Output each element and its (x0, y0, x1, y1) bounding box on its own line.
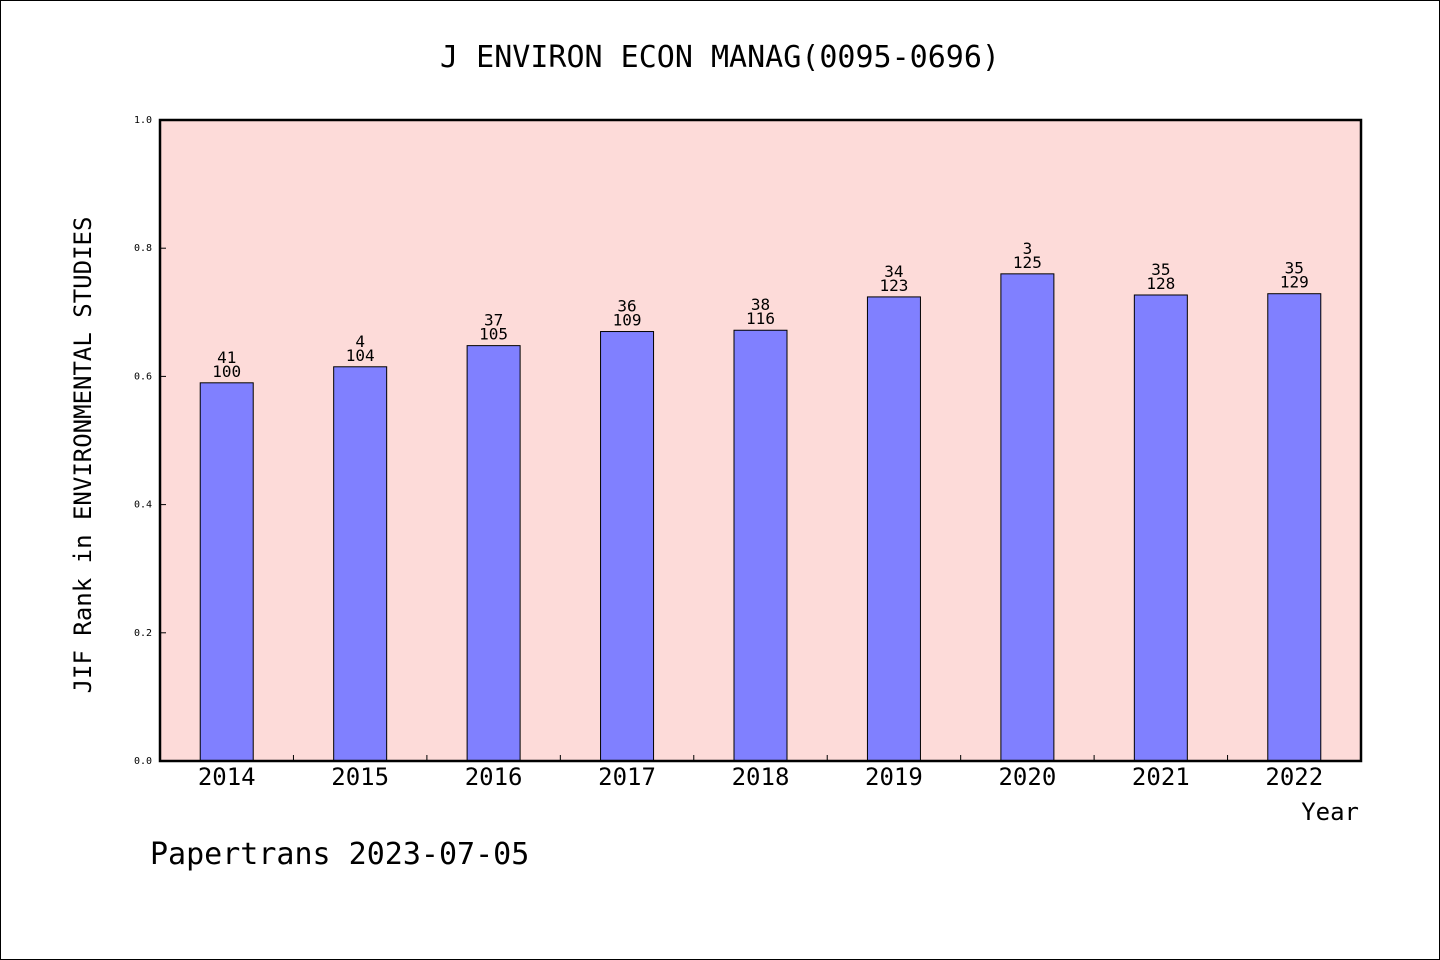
plot-border (158, 118, 1363, 763)
rank-label-2015: 4 (355, 332, 365, 351)
rank-label-2016: 37 (484, 311, 503, 330)
bar-2018 (733, 329, 788, 762)
rank-label-2014: 41 (217, 348, 236, 367)
total-label-2019: 123 (879, 276, 908, 295)
rank-label-2022: 35 (1285, 259, 1304, 278)
rank-label-2017: 36 (617, 297, 636, 316)
bar-2022 (1267, 293, 1322, 762)
y-tick-label-0.6: 0.6 (134, 371, 152, 382)
x-tick-label-2022: 2022 (1265, 763, 1323, 791)
y-tick-label-0.2: 0.2 (134, 628, 152, 639)
x-tick-label-2017: 2017 (598, 763, 656, 791)
total-label-2021: 128 (1146, 274, 1175, 293)
total-label-2016: 105 (479, 325, 508, 344)
bar-2019 (866, 296, 921, 762)
total-label-2017: 109 (613, 311, 642, 330)
x-tick-label-2021: 2021 (1132, 763, 1190, 791)
y-tick-label-0.4: 0.4 (134, 500, 152, 511)
bars-group (199, 273, 1322, 762)
y-tick-label-1.0: 1.0 (134, 115, 152, 126)
footer-text: Papertrans 2023-07-05 (150, 837, 529, 872)
x-axis-ticks: 2014 2015 2016 2017 2018 2019 2020 2021 2022 (198, 755, 1323, 791)
bar-2021 (1133, 294, 1188, 762)
rank-label-2019: 34 (884, 262, 903, 281)
bar-2016 (466, 345, 521, 762)
y-tick-label-0.0: 0.0 (134, 756, 152, 767)
x-tick-label-2015: 2015 (331, 763, 389, 791)
bar-2014 (199, 382, 254, 762)
total-label-2022: 129 (1280, 273, 1309, 292)
total-label-2015: 104 (346, 346, 375, 365)
rank-label-2021: 35 (1151, 260, 1170, 279)
rank-label-2018: 38 (751, 295, 770, 314)
x-tick-label-2016: 2016 (465, 763, 523, 791)
total-label-2018: 116 (746, 309, 775, 328)
x-tick-label-2020: 2020 (998, 763, 1056, 791)
x-axis-label: Year (1301, 798, 1359, 826)
y-tick-label-0.8: 0.8 (134, 243, 152, 254)
y-axis-ticks: 0.0 0.2 0.4 0.6 0.8 1.0 (134, 115, 166, 767)
x-tick-label-2019: 2019 (865, 763, 923, 791)
x-tick-label-2018: 2018 (732, 763, 790, 791)
x-tick-label-2014: 2014 (198, 763, 256, 791)
total-label-2020: 125 (1013, 253, 1042, 272)
total-label-2014: 100 (212, 362, 241, 381)
rank-label-2020: 3 (1023, 239, 1033, 258)
bar-2020 (1000, 273, 1055, 762)
bar-2017 (600, 331, 655, 762)
y-axis-label: JIF Rank in ENVIRONMENTAL STUDIES (69, 217, 97, 694)
bar-2015 (333, 366, 388, 762)
chart-title: J ENVIRON ECON MANAG(0095-0696) (440, 40, 1000, 75)
